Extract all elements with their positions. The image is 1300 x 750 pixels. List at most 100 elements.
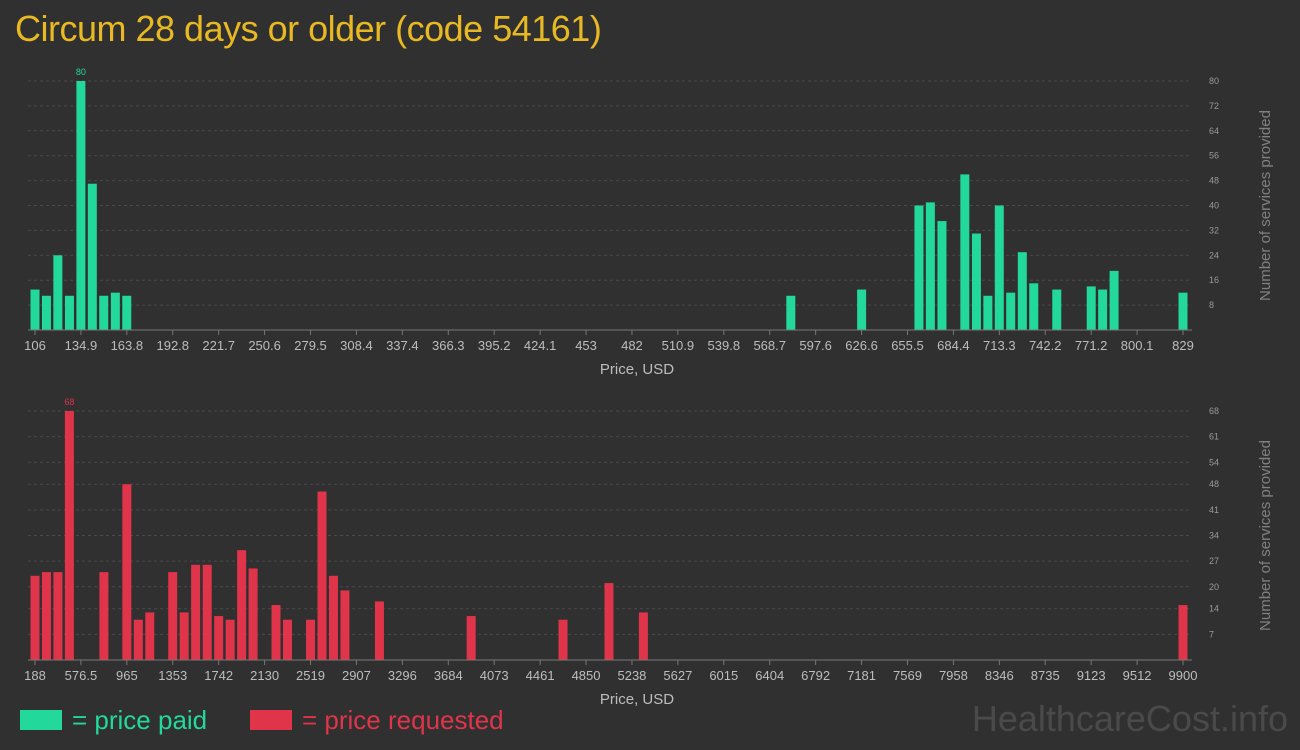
requested-x-tick-label: 1742 [204,668,233,683]
requested-y-tick-label: 68 [1209,406,1219,416]
requested-max-value-label: 68 [64,397,74,407]
paid-y-axis-label: Number of services provided [1257,110,1274,301]
paid-bar [1006,292,1016,330]
requested-bar [248,568,258,660]
requested-bar [133,619,143,660]
requested-x-tick-label: 3684 [434,668,463,683]
paid-bar [857,289,867,330]
paid-y-tick-label: 48 [1209,176,1219,186]
requested-bar [282,619,292,660]
requested-y-tick-label: 54 [1209,457,1219,467]
paid-x-tick-label: 453 [575,338,597,353]
legend-item-requested: = price requested [250,704,504,736]
paid-bar [76,81,86,330]
requested-y-tick-label: 48 [1209,479,1219,489]
paid-bar [1109,270,1119,330]
paid-y-tick-label: 40 [1209,201,1219,211]
paid-x-tick-label: 713.3 [983,338,1016,353]
paid-x-tick-label: 395.2 [478,338,511,353]
requested-y-tick-label: 34 [1209,531,1219,541]
requested-x-tick-label: 6404 [755,668,784,683]
requested-bar [53,572,63,660]
requested-bar [64,411,74,660]
paid-bar [53,255,63,330]
requested-bar [225,619,235,660]
paid-x-tick-label: 337.4 [386,338,419,353]
requested-bar [41,572,51,660]
paid-bar [110,292,120,330]
paid-x-tick-label: 482 [621,338,643,353]
paid-bar [1086,286,1096,330]
paid-bar [983,295,993,330]
requested-y-tick-label: 7 [1209,629,1214,639]
requested-bar [306,619,316,660]
requested-x-tick-label: 2907 [342,668,371,683]
paid-bar [1178,292,1188,330]
requested-x-tick-label: 4850 [572,668,601,683]
paid-x-tick-label: 771.2 [1075,338,1108,353]
requested-bar [99,572,109,660]
paid-x-tick-label: 742.2 [1029,338,1062,353]
requested-x-tick-label: 4073 [480,668,509,683]
paid-x-tick-label: 655.5 [891,338,924,353]
requested-y-tick-label: 14 [1209,604,1219,614]
page-title: Circum 28 days or older (code 54161) [15,8,602,49]
paid-x-tick-label: 539.8 [708,338,741,353]
requested-x-tick-label: 7181 [847,668,876,683]
paid-y-tick-label: 80 [1209,76,1219,86]
legend-label-paid: = price paid [72,705,208,735]
paid-bar [41,295,51,330]
paid-bar [937,221,947,330]
paid-bar [971,233,981,330]
requested-x-tick-label: 9123 [1077,668,1106,683]
paid-bar [994,205,1004,330]
paid-bar [30,289,40,330]
paid-x-tick-label: 684.4 [937,338,970,353]
requested-x-tick-label: 6015 [709,668,738,683]
paid-x-tick-label: 134.9 [65,338,98,353]
paid-x-tick-label: 250.6 [248,338,281,353]
requested-x-tick-label: 1353 [158,668,187,683]
paid-bar [925,202,935,330]
legend-swatch-requested [250,710,292,731]
requested-bar [638,612,648,660]
requested-bar [214,616,224,660]
requested-x-tick-label: 965 [116,668,138,683]
requested-bar [30,575,40,660]
paid-bar [786,295,796,330]
requested-bar [202,564,212,660]
requested-bar [191,564,201,660]
requested-bar [466,616,476,660]
requested-x-tick-label: 8735 [1031,668,1060,683]
paid-bar [1017,252,1027,330]
requested-x-tick-label: 8346 [985,668,1014,683]
paid-x-tick-label: 308.4 [340,338,373,353]
requested-bar [168,572,178,660]
paid-y-tick-label: 8 [1209,300,1214,310]
requested-bar [374,601,384,660]
requested-bar [271,605,281,660]
requested-bar [340,590,350,660]
paid-y-tick-label: 32 [1209,225,1219,235]
paid-x-tick-label: 106 [24,338,46,353]
paid-bar [122,295,132,330]
paid-bar [1029,283,1039,330]
requested-y-tick-label: 41 [1209,505,1219,515]
paid-bar [99,295,109,330]
paid-bar [87,183,97,330]
paid-bar [1098,289,1108,330]
requested-bar [122,484,132,660]
requested-x-tick-label: 576.5 [65,668,98,683]
paid-x-tick-label: 597.6 [799,338,832,353]
requested-x-tick-label: 7569 [893,668,922,683]
requested-x-tick-label: 9512 [1123,668,1152,683]
paid-bar [64,295,74,330]
paid-bar [960,174,970,330]
requested-x-tick-label: 7958 [939,668,968,683]
requested-bar [1178,605,1188,660]
legend-swatch-paid [20,710,62,731]
paid-y-tick-label: 24 [1209,250,1219,260]
paid-bar [914,205,924,330]
requested-x-tick-label: 2519 [296,668,325,683]
requested-y-tick-label: 20 [1209,582,1219,592]
